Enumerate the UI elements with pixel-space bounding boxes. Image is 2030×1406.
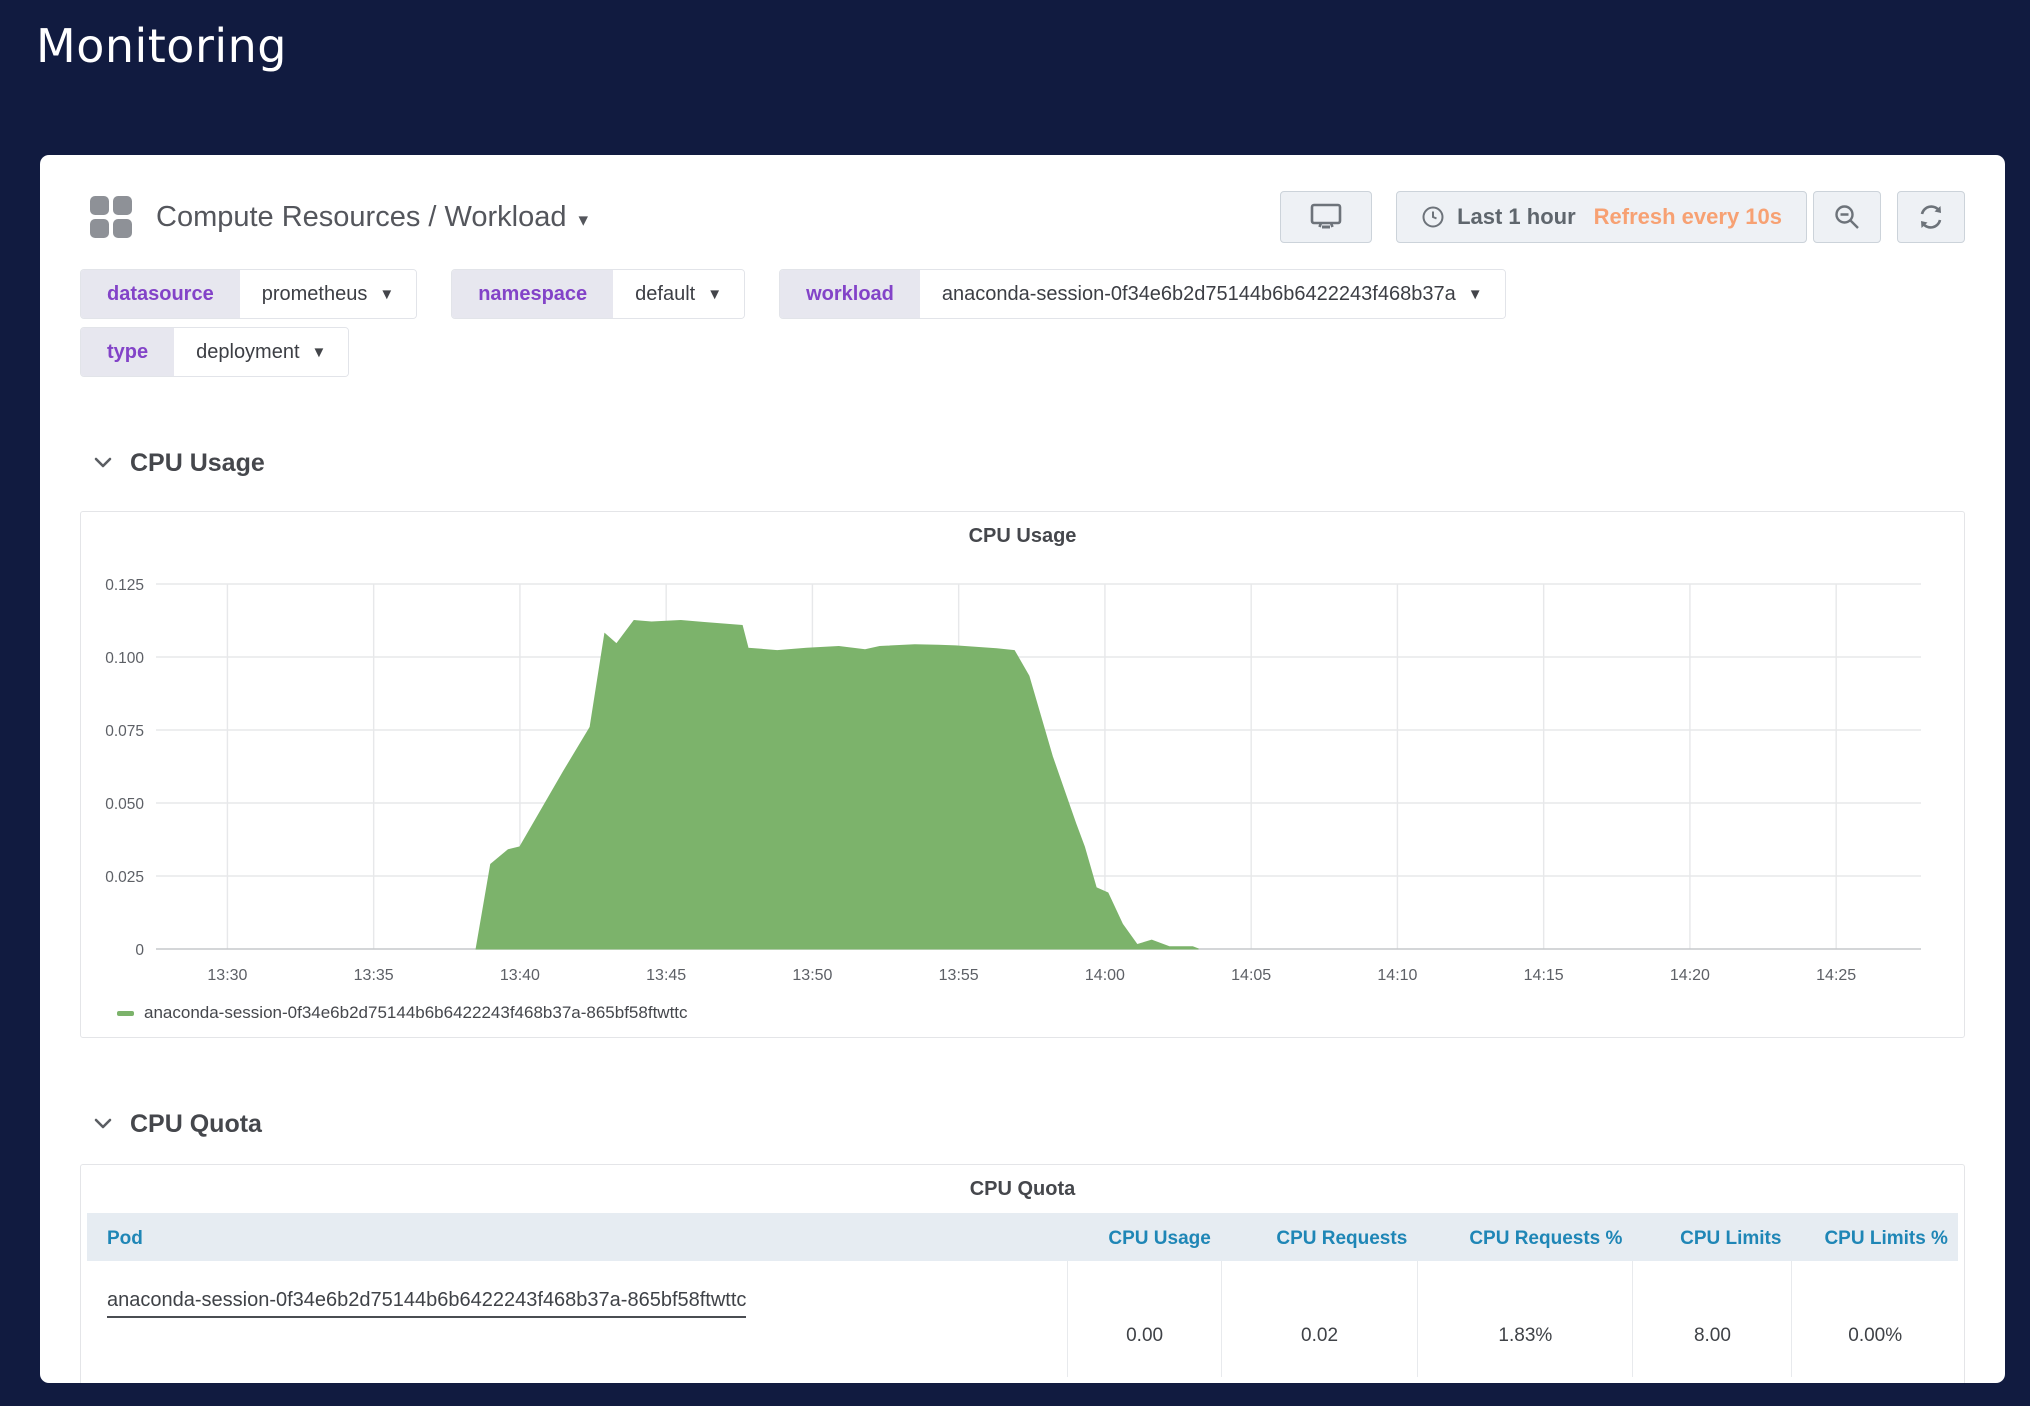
chevron-down-icon (94, 1116, 112, 1134)
refresh-icon (1917, 203, 1945, 231)
filter-value-namespace-dropdown[interactable]: default▼ (613, 270, 744, 318)
value-cell-cpu-usage: 0.00 (1067, 1261, 1220, 1377)
section-title-cpu-quota: CPU Quota (130, 1110, 262, 1139)
column-header-cpu-requests[interactable]: CPU Requests (1221, 1213, 1417, 1261)
x-tick-label: 13:35 (354, 967, 394, 984)
chevron-down-icon (94, 455, 112, 473)
value-cell-cpu-requests: 0.02 (1221, 1261, 1417, 1377)
x-tick-label: 13:50 (792, 967, 832, 984)
app-root: { "page": { "title": "Monitoring" }, "to… (0, 16, 2030, 1406)
x-tick-label: 13:30 (207, 967, 247, 984)
y-tick-label: 0 (135, 942, 144, 959)
chevron-down-icon: ▼ (707, 286, 722, 303)
value-cell-cpu-limits-: 0.00% (1791, 1261, 1958, 1377)
cpu-usage-panel-title: CPU Usage (81, 512, 1964, 548)
cpu-quota-panel: CPU Quota PodCPU UsageCPU RequestsCPU Re… (80, 1164, 1965, 1383)
column-header-cpu-limits[interactable]: CPU Limits (1632, 1213, 1791, 1261)
filter-label-type: type (81, 328, 174, 376)
filter-label-workload: workload (780, 270, 920, 318)
x-tick-label: 13:45 (646, 967, 686, 984)
column-header-cpu-requests-[interactable]: CPU Requests % (1417, 1213, 1632, 1261)
pod-link[interactable]: anaconda-session-0f34e6b2d75144b6b642224… (107, 1289, 746, 1318)
time-range-button[interactable]: Last 1 hour Refresh every 10s (1396, 191, 1807, 243)
y-tick-label: 0.125 (105, 577, 144, 594)
zoom-out-button[interactable] (1813, 191, 1881, 243)
x-tick-label: 13:40 (500, 967, 540, 984)
refresh-interval-label: Refresh every 10s (1594, 204, 1782, 230)
chevron-down-icon: ▼ (379, 286, 394, 303)
y-tick-label: 0.025 (105, 869, 144, 886)
section-cpu-usage[interactable]: CPU Usage (80, 447, 1965, 479)
y-tick-label: 0.050 (105, 796, 144, 813)
filter-value-type-dropdown[interactable]: deployment▼ (174, 328, 348, 376)
x-tick-label: 14:15 (1524, 967, 1564, 984)
time-range-label: Last 1 hour (1457, 204, 1576, 230)
filter-label-datasource: datasource (81, 270, 240, 318)
value-cell-cpu-requests-: 1.83% (1417, 1261, 1632, 1377)
filter-value-datasource-dropdown[interactable]: prometheus▼ (240, 270, 416, 318)
cpu-quota-table: PodCPU UsageCPU RequestsCPU Requests %CP… (81, 1213, 1964, 1377)
page-title: Monitoring (36, 16, 2030, 76)
cpu-quota-panel-title: CPU Quota (81, 1165, 1964, 1201)
filter-chip-workload: workloadanaconda-session-0f34e6b2d75144b… (779, 269, 1505, 319)
zoom-out-icon (1833, 203, 1861, 231)
cpu-quota-table-header: PodCPU UsageCPU RequestsCPU Requests %CP… (87, 1213, 1958, 1261)
section-title-cpu-usage: CPU Usage (130, 449, 265, 478)
dashboard-title-caret-icon[interactable]: ▾ (578, 209, 588, 232)
refresh-button[interactable] (1897, 191, 1965, 243)
legend-series-label: anaconda-session-0f34e6b2d75144b6b642224… (144, 1003, 688, 1023)
dashboard-grid-icon (90, 196, 132, 238)
dashboard-card: Compute Resources / Workload ▾ (40, 155, 2005, 1383)
cpu-quota-table-body: anaconda-session-0f34e6b2d75144b6b642224… (81, 1261, 1964, 1377)
cpu-usage-panel: CPU Usage 13:30 13:35 13:40 13:45 13:50 13:55… (80, 511, 1965, 1038)
chevron-down-icon: ▼ (1468, 286, 1483, 303)
section-cpu-quota[interactable]: CPU Quota (80, 1108, 1965, 1140)
filter-chip-type: typedeployment▼ (80, 327, 349, 377)
column-header-pod[interactable]: Pod (87, 1213, 1067, 1261)
cpu-usage-chart-wrap: 13:30 13:35 13:40 13:45 13:50 13:55 14:00 14:05… (91, 554, 1964, 999)
series-area-anaconda-session-0f34e6b2d75144b6b6422243f468b37a-865bf58ftwttc (476, 621, 1198, 950)
x-tick-label: 14:20 (1670, 967, 1710, 984)
x-tick-label: 14:00 (1085, 967, 1125, 984)
x-tick-label: 13:55 (939, 967, 979, 984)
tv-mode-icon (1309, 202, 1343, 232)
table-row: anaconda-session-0f34e6b2d75144b6b642224… (87, 1261, 1958, 1377)
tv-mode-button[interactable] (1280, 191, 1372, 243)
filter-value-workload-dropdown[interactable]: anaconda-session-0f34e6b2d75144b6b642224… (920, 270, 1505, 318)
template-variable-filters: datasourceprometheus▼ namespacedefault▼ wo… (80, 269, 1965, 377)
clock-icon (1421, 205, 1445, 229)
dashboard-title[interactable]: Compute Resources / Workload (156, 201, 566, 234)
y-tick-label: 0.100 (105, 650, 144, 667)
chevron-down-icon: ▼ (312, 344, 327, 361)
pod-cell: anaconda-session-0f34e6b2d75144b6b642224… (87, 1261, 1067, 1377)
filter-row-1: datasourceprometheus▼ namespacedefault▼ wo… (80, 269, 1965, 319)
x-tick-label: 14:25 (1816, 967, 1856, 984)
filter-chip-datasource: datasourceprometheus▼ (80, 269, 417, 319)
column-header-cpu-limits-[interactable]: CPU Limits % (1791, 1213, 1958, 1261)
filter-row-2: typedeployment▼ (80, 327, 1965, 377)
column-header-cpu-usage[interactable]: CPU Usage (1067, 1213, 1220, 1261)
value-cell-cpu-limits: 8.00 (1632, 1261, 1791, 1377)
dashboard-header: Compute Resources / Workload ▾ (80, 191, 1965, 243)
y-tick-label: 0.075 (105, 723, 144, 740)
cpu-usage-chart[interactable]: 13:30 13:35 13:40 13:45 13:50 13:55 14:00 14:05… (91, 554, 1951, 994)
dashboard-toolbar: Last 1 hour Refresh every 10s (1280, 191, 1965, 243)
legend-series-color (117, 1011, 134, 1016)
x-tick-label: 14:05 (1231, 967, 1271, 984)
filter-chip-namespace: namespacedefault▼ (451, 269, 745, 319)
legend-item[interactable]: anaconda-session-0f34e6b2d75144b6b642224… (117, 1003, 1964, 1023)
x-tick-label: 14:10 (1377, 967, 1417, 984)
filter-label-namespace: namespace (452, 270, 613, 318)
